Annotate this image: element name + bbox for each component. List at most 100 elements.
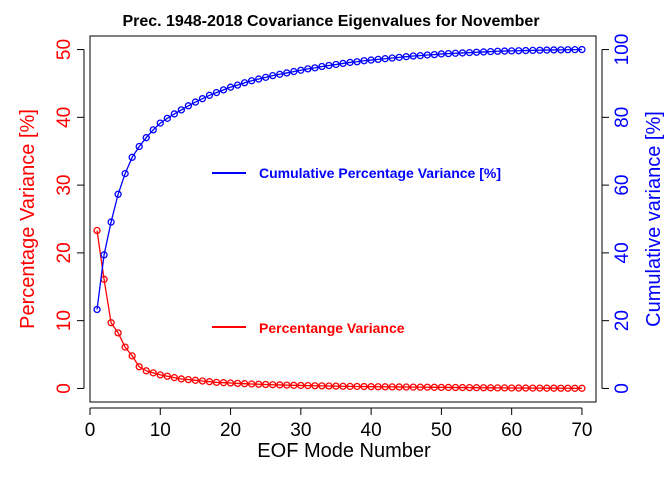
point-cumulative	[479, 48, 488, 56]
point-percentage	[107, 319, 115, 327]
point-cumulative	[409, 52, 417, 60]
point-cumulative	[156, 119, 164, 127]
legend-label-percentage: Percentange Variance	[259, 320, 405, 336]
point-cumulative	[402, 53, 410, 61]
point-cumulative	[325, 61, 333, 70]
point-percentage	[479, 384, 488, 392]
point-cumulative	[557, 46, 565, 54]
point-percentage	[304, 381, 312, 390]
point-cumulative	[444, 49, 453, 58]
point-cumulative	[233, 81, 242, 89]
point-percentage	[493, 384, 502, 392]
point-percentage	[170, 373, 178, 382]
point-cumulative	[515, 47, 523, 55]
point-cumulative	[283, 69, 291, 77]
point-percentage	[255, 380, 263, 388]
point-percentage	[163, 372, 171, 380]
point-percentage	[437, 383, 446, 392]
point-percentage	[536, 384, 544, 392]
point-cumulative	[388, 54, 396, 62]
point-percentage	[508, 384, 516, 392]
point-percentage	[423, 383, 431, 391]
point-cumulative	[451, 49, 460, 57]
point-cumulative	[564, 46, 572, 54]
point-cumulative	[212, 88, 221, 97]
point-percentage	[529, 384, 537, 392]
y-axis-right: 0 20 40 60 80 100	[601, 34, 633, 394]
point-cumulative	[381, 55, 389, 63]
point-cumulative	[247, 77, 256, 85]
point-cumulative	[367, 56, 375, 64]
point-percentage	[121, 343, 129, 351]
point-cumulative	[297, 66, 305, 74]
y-right-tick-label: 100	[612, 34, 633, 66]
y-left-tick-label: 50	[54, 39, 75, 60]
point-percentage	[571, 384, 579, 392]
point-percentage	[212, 378, 221, 386]
x-tick-label: 20	[220, 420, 241, 441]
y-left-tick-label: 40	[54, 107, 75, 128]
x-tick-label: 70	[571, 420, 592, 441]
point-cumulative	[163, 114, 171, 122]
point-percentage	[247, 380, 256, 388]
point-percentage	[198, 377, 207, 385]
point-cumulative	[486, 47, 495, 56]
point-percentage	[430, 383, 439, 391]
point-cumulative	[465, 48, 474, 57]
point-percentage	[128, 352, 136, 360]
point-cumulative	[262, 73, 270, 81]
point-percentage	[472, 384, 481, 392]
point-cumulative	[135, 142, 143, 151]
point-percentage	[262, 380, 270, 389]
point-percentage	[290, 381, 298, 389]
series-layer	[93, 45, 586, 392]
y-left-tick-label: 30	[54, 175, 75, 196]
point-percentage	[325, 382, 333, 390]
point-percentage	[191, 376, 200, 384]
x-tick-label: 10	[150, 420, 171, 441]
series-line-percentage	[96, 230, 582, 389]
plot-frame	[89, 35, 597, 403]
x-tick-label: 60	[501, 420, 522, 441]
point-percentage	[332, 382, 340, 390]
x-axis: 0 10 20 30 40 50 60 70	[85, 407, 593, 441]
point-cumulative	[493, 47, 502, 55]
point-percentage	[156, 371, 164, 379]
point-percentage	[135, 363, 143, 371]
point-cumulative	[437, 50, 446, 58]
point-percentage	[543, 384, 551, 392]
point-cumulative	[191, 98, 200, 106]
y-right-tick-label: 20	[612, 310, 633, 331]
legend-cumulative: Cumulative Percentage Variance [%]	[212, 165, 501, 181]
y-right-tick-label: 0	[612, 383, 633, 394]
point-cumulative	[311, 64, 319, 72]
point-cumulative	[226, 83, 235, 91]
point-cumulative	[522, 46, 530, 55]
x-tick-label: 40	[361, 420, 382, 441]
point-cumulative	[219, 86, 228, 94]
point-cumulative	[360, 57, 368, 65]
point-percentage	[149, 369, 157, 377]
point-percentage	[395, 383, 403, 391]
point-percentage	[522, 384, 530, 392]
x-tick-label: 30	[290, 420, 311, 441]
point-percentage	[339, 382, 347, 390]
point-percentage	[564, 384, 572, 392]
point-cumulative	[332, 60, 340, 69]
y-axis-label-left: Percentage Variance [%]	[17, 109, 39, 329]
point-percentage	[578, 384, 586, 392]
point-cumulative	[170, 110, 178, 118]
point-cumulative	[353, 58, 361, 66]
point-cumulative	[578, 45, 586, 54]
x-tick-label: 50	[431, 420, 452, 441]
point-percentage	[500, 384, 509, 392]
x-axis-label: EOF Mode Number	[257, 440, 431, 462]
point-cumulative	[458, 49, 467, 57]
point-percentage	[360, 382, 368, 391]
x-tick-label: 0	[85, 420, 96, 441]
point-cumulative	[107, 218, 115, 226]
point-cumulative	[128, 153, 136, 161]
point-cumulative	[255, 75, 263, 83]
point-cumulative	[93, 305, 101, 314]
point-cumulative	[304, 65, 312, 73]
